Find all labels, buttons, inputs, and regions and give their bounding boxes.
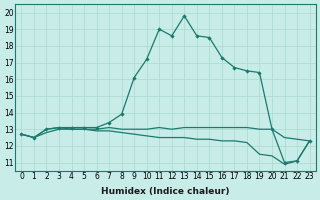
X-axis label: Humidex (Indice chaleur): Humidex (Indice chaleur) <box>101 187 230 196</box>
